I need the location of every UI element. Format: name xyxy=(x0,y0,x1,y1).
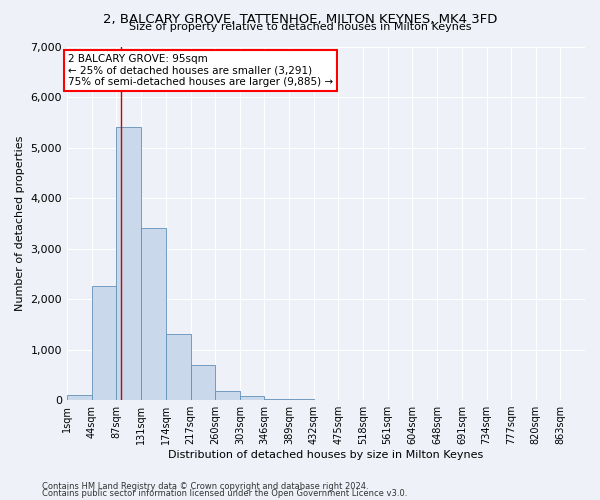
Bar xyxy=(67,395,92,400)
Text: Size of property relative to detached houses in Milton Keynes: Size of property relative to detached ho… xyxy=(129,22,471,32)
Bar xyxy=(265,398,289,400)
Bar xyxy=(166,334,191,400)
Text: Contains public sector information licensed under the Open Government Licence v3: Contains public sector information licen… xyxy=(42,489,407,498)
Text: Contains HM Land Registry data © Crown copyright and database right 2024.: Contains HM Land Registry data © Crown c… xyxy=(42,482,368,491)
Bar xyxy=(191,364,215,400)
Y-axis label: Number of detached properties: Number of detached properties xyxy=(15,136,25,311)
Text: 2 BALCARY GROVE: 95sqm
← 25% of detached houses are smaller (3,291)
75% of semi-: 2 BALCARY GROVE: 95sqm ← 25% of detached… xyxy=(68,54,334,88)
X-axis label: Distribution of detached houses by size in Milton Keynes: Distribution of detached houses by size … xyxy=(169,450,484,460)
Bar xyxy=(215,392,240,400)
Bar xyxy=(240,396,265,400)
Bar xyxy=(142,228,166,400)
Bar xyxy=(92,286,116,400)
Bar xyxy=(116,128,141,400)
Text: 2, BALCARY GROVE, TATTENHOE, MILTON KEYNES, MK4 3FD: 2, BALCARY GROVE, TATTENHOE, MILTON KEYN… xyxy=(103,12,497,26)
